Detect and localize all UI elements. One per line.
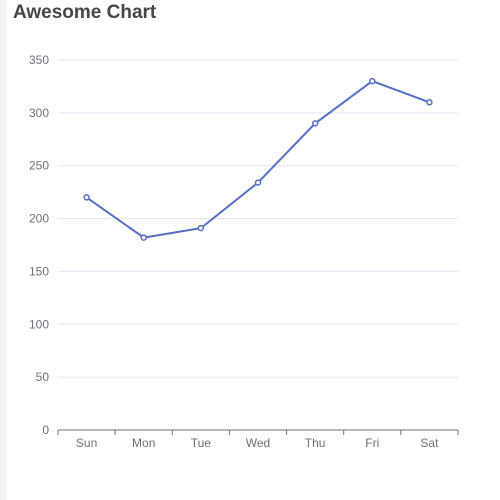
data-point[interactable] xyxy=(426,99,433,106)
data-point[interactable] xyxy=(197,224,205,232)
y-tick-label: 150 xyxy=(29,264,49,278)
series-layer xyxy=(83,77,433,241)
data-point[interactable] xyxy=(369,77,376,85)
y-tick-label: 100 xyxy=(29,317,49,331)
data-point[interactable] xyxy=(140,234,147,241)
x-tick-labels: Sun Mon Tue Wed Thu Fri Sat xyxy=(76,436,439,450)
y-tick-label: 200 xyxy=(29,212,49,226)
x-tick-label: Thu xyxy=(305,436,326,450)
data-point[interactable] xyxy=(254,179,262,186)
x-tick-label: Sun xyxy=(76,436,97,450)
x-tick-label: Mon xyxy=(132,436,155,450)
data-point[interactable] xyxy=(83,194,90,201)
data-point[interactable] xyxy=(311,120,319,127)
x-tick-label: Fri xyxy=(365,436,379,450)
y-tick-label: 300 xyxy=(29,106,49,120)
x-tick-label: Sat xyxy=(420,436,439,450)
x-tick-label: Tue xyxy=(191,436,212,450)
grid-lines xyxy=(58,59,458,378)
y-tick-label: 350 xyxy=(29,53,49,67)
y-tick-label: 250 xyxy=(29,159,49,173)
x-axis xyxy=(57,429,459,435)
series-line xyxy=(86,80,430,239)
y-tick-labels: 0 50 100 150 200 250 300 350 xyxy=(29,53,49,437)
y-tick-label: 50 xyxy=(36,370,50,384)
left-edge-strip xyxy=(0,0,7,500)
x-tick-label: Wed xyxy=(246,436,270,450)
chart-title: Awesome Chart xyxy=(13,2,157,23)
y-tick-label: 0 xyxy=(42,423,49,437)
